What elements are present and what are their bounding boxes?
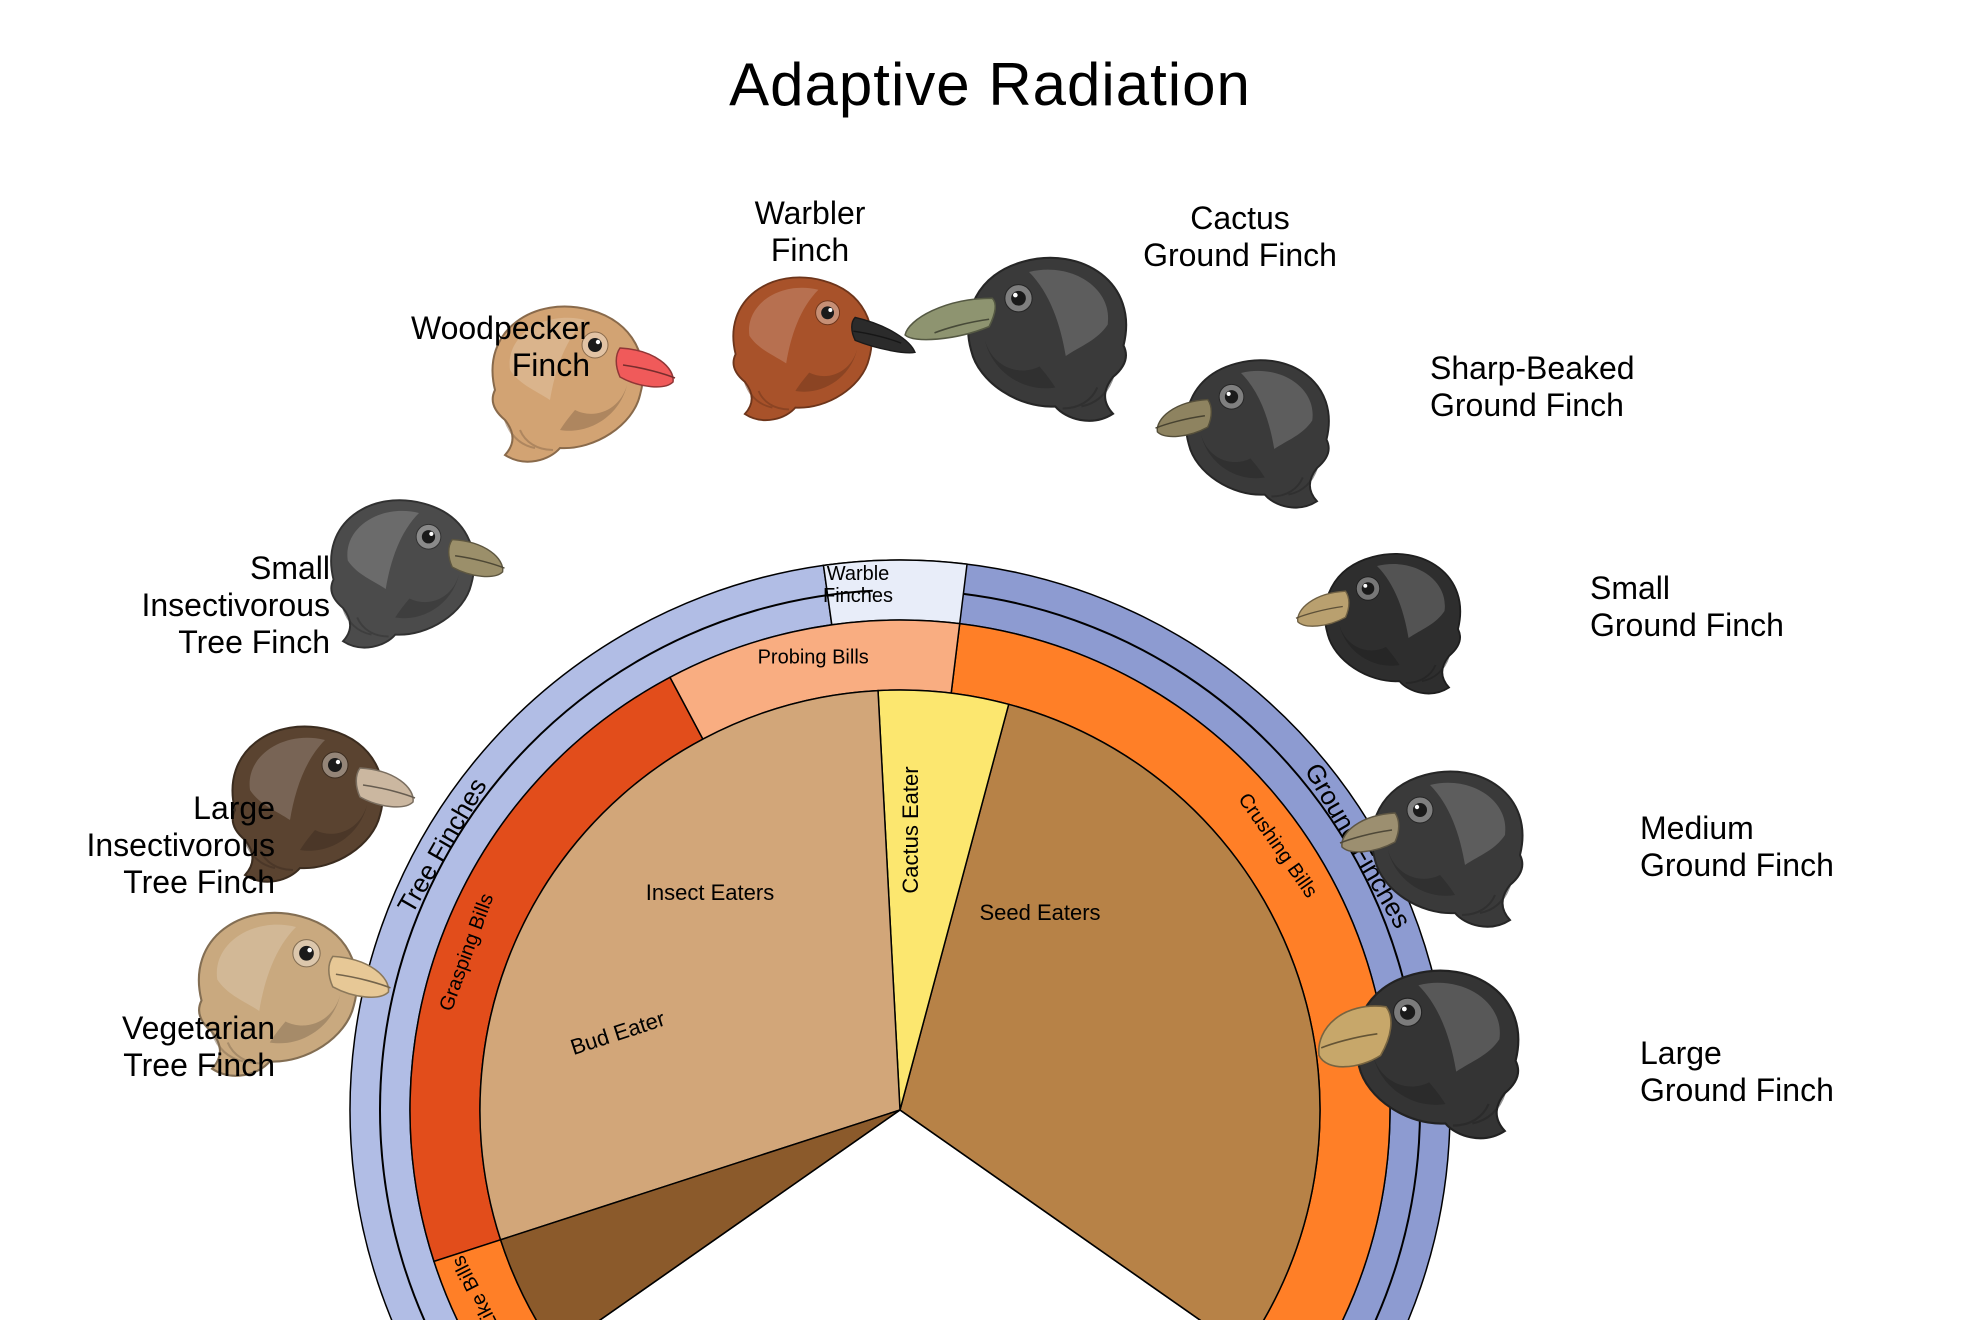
bird-label-large-insectivorous-tree: LargeInsectivorousTree Finch: [55, 790, 275, 900]
bird-label-medium-ground-finch: MediumGround Finch: [1640, 810, 1940, 884]
bird-label-large-ground-finch: LargeGround Finch: [1640, 1035, 1940, 1109]
bird-label-small-ground-finch: SmallGround Finch: [1590, 570, 1890, 644]
bird-small-ground-finch: [1296, 554, 1460, 694]
warble-label-0: Warble: [827, 563, 890, 585]
bird-label-vegetarian-tree-finch: VegetarianTree Finch: [55, 1010, 275, 1084]
fan-chart: Seed EatersCactus EaterInsect EatersBud …: [350, 560, 1450, 1320]
bird-sharp-beaked-ground-finch: [1156, 360, 1329, 507]
bird-small-insectivorous-tree: [331, 500, 504, 647]
bill-label-1: Probing Bills: [758, 646, 869, 668]
bird-label-cactus-ground-finch: CactusGround Finch: [1110, 200, 1370, 274]
bird-label-sharp-beaked-ground-finch: Sharp-BeakedGround Finch: [1430, 350, 1730, 424]
bird-label-woodpecker-finch: WoodpeckerFinch: [370, 310, 590, 384]
diet-label-2: Insect Eaters: [646, 880, 774, 905]
bird-warbler-finch: [733, 277, 915, 420]
diet-label-1: Cactus Eater: [898, 766, 923, 893]
diet-label-0: Seed Eaters: [979, 900, 1100, 925]
bird-label-small-insectivorous-tree: SmallInsectivorousTree Finch: [110, 550, 330, 660]
bird-cactus-ground-finch: [905, 258, 1126, 421]
bird-label-warbler-finch: WarblerFinch: [680, 195, 940, 269]
warble-label-1: Finches: [823, 585, 893, 607]
